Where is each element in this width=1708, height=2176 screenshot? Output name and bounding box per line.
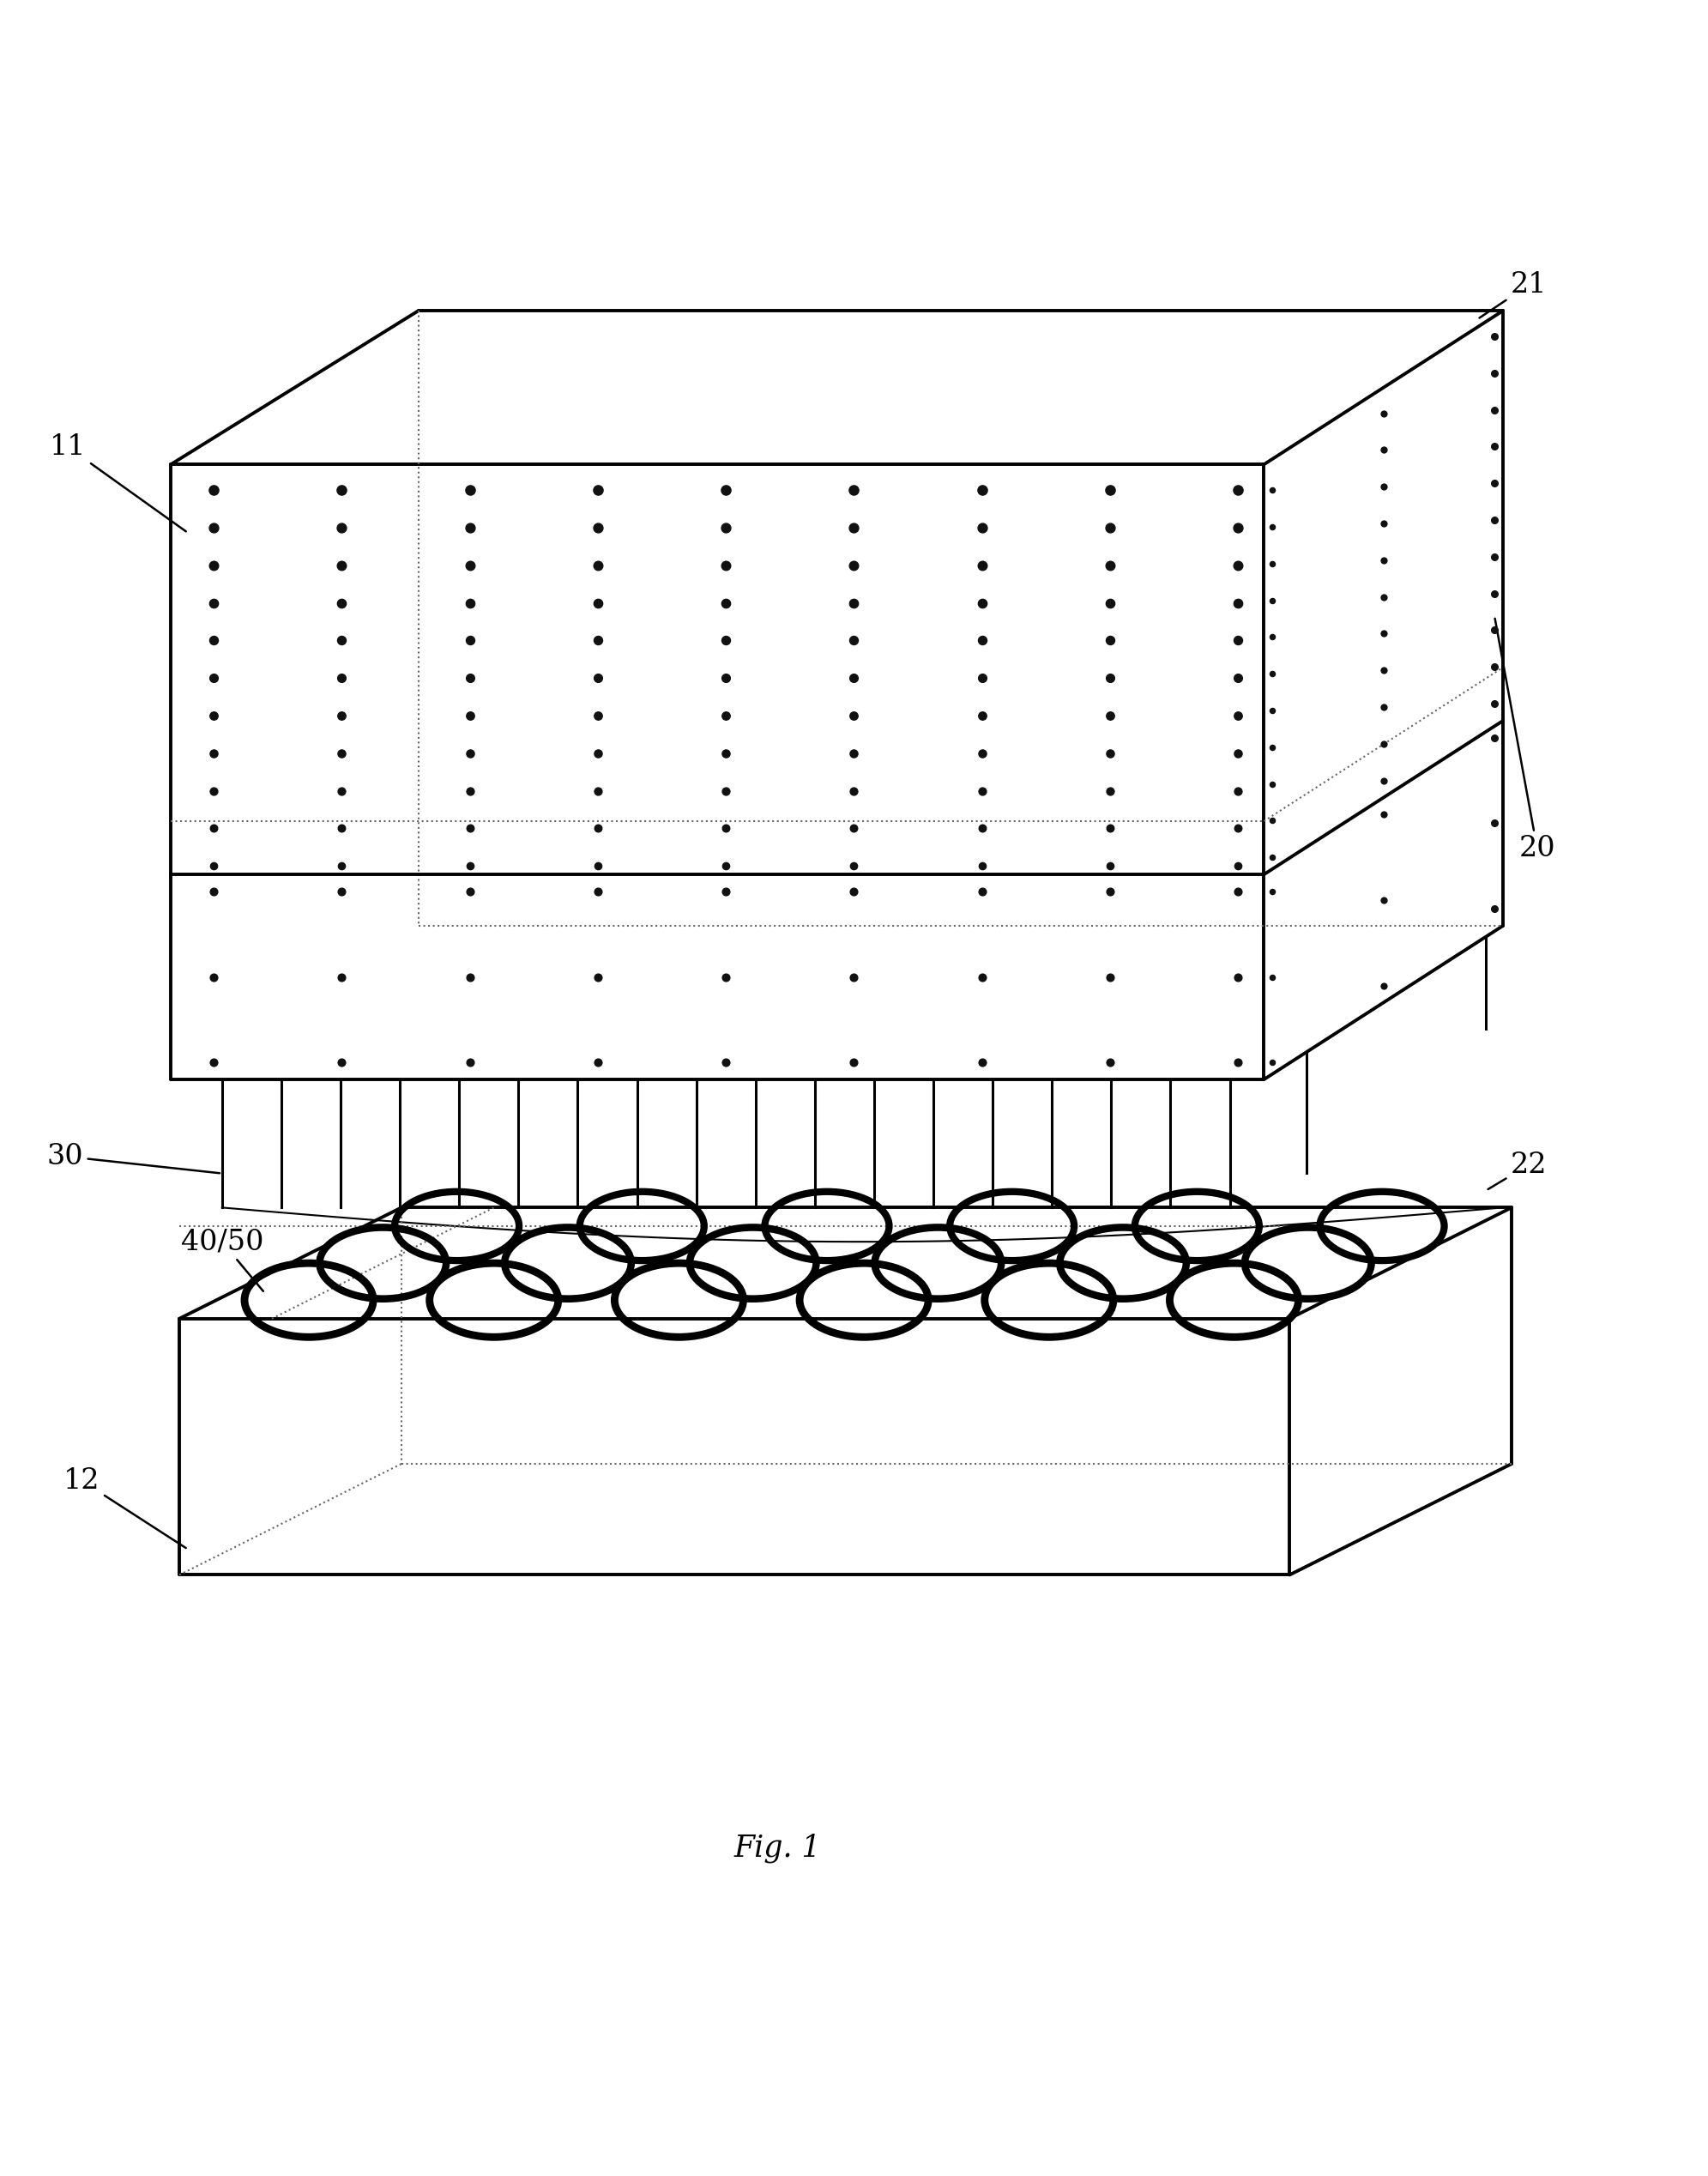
Text: 12: 12: [63, 1467, 186, 1547]
Text: 30: 30: [46, 1142, 220, 1173]
Text: 21: 21: [1479, 272, 1547, 318]
Text: 20: 20: [1494, 618, 1556, 862]
Text: 22: 22: [1488, 1151, 1547, 1190]
Text: Fig. 1: Fig. 1: [733, 1834, 822, 1863]
Text: 11: 11: [50, 433, 186, 531]
Text: 40/50: 40/50: [181, 1227, 263, 1290]
